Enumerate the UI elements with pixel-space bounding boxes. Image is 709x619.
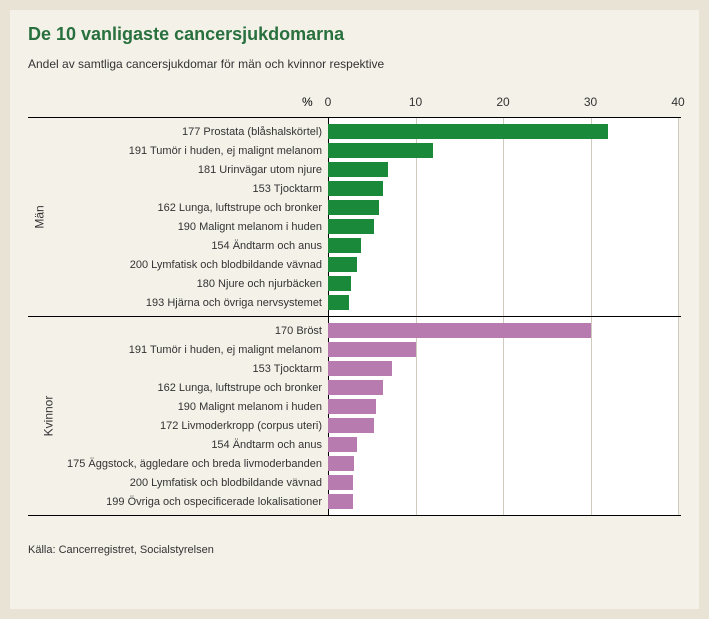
bar [328,380,383,395]
bar-zone [328,274,681,293]
bar-label: 153 Tjocktarm [28,183,328,195]
chart-body: Män 177 Prostata (blåshalskörtel) 191 Tumö… [28,117,681,516]
bar-label: 177 Prostata (blåshalskörtel) [28,126,328,138]
bar-row: 162 Lunga, luftstrupe och bronker [28,198,681,217]
bar [328,181,383,196]
group-kvinnor: Kvinnor 170 Bröst 191 Tumör i huden, ej ma… [28,316,681,516]
bar [328,494,353,509]
bar-row: 181 Urinvägar utom njure [28,160,681,179]
group-män: Män 177 Prostata (blåshalskörtel) 191 Tumö… [28,117,681,316]
bar-zone [328,454,681,473]
bar-zone [328,293,681,312]
bar-zone [328,340,681,359]
bar-label: 200 Lymfatisk och blodbildande vävnad [28,477,328,489]
bar-row: 199 Övriga och ospecificerade lokalisati… [28,492,681,511]
bar [328,200,379,215]
bar-label: 193 Hjärna och övriga nervsystemet [28,297,328,309]
bar [328,323,591,338]
bar-label: 180 Njure och njurbäcken [28,278,328,290]
bar-label: 153 Tjocktarm [28,363,328,375]
bar [328,219,374,234]
bar [328,456,354,471]
bar-label: 191 Tumör i huden, ej malignt melanom [28,145,328,157]
bar-zone [328,236,681,255]
bar-label: 181 Urinvägar utom njure [28,164,328,176]
bar [328,475,353,490]
bar-row: 162 Lunga, luftstrupe och bronker [28,378,681,397]
bar [328,361,392,376]
x-tick-label: 10 [409,95,422,109]
bar-row: 180 Njure och njurbäcken [28,274,681,293]
bar-label: 154 Ändtarm och anus [28,240,328,252]
bar-zone [328,179,681,198]
bar-row: 191 Tumör i huden, ej malignt melanom [28,141,681,160]
bar-label: 190 Malignt melanom i huden [28,401,328,413]
bar-row: 190 Malignt melanom i huden [28,217,681,236]
x-axis: % 0 10 20 30 40 [28,95,681,113]
bar-row: 153 Tjocktarm [28,359,681,378]
bar-row: 191 Tumör i huden, ej malignt melanom [28,340,681,359]
bar [328,399,376,414]
x-tick-label: 0 [325,95,332,109]
bar-label: 175 Äggstock, äggledare och breda livmod… [28,458,328,470]
bar-zone [328,122,681,141]
bar-zone [328,378,681,397]
bar-label: 190 Malignt melanom i huden [28,221,328,233]
bar-row: 193 Hjärna och övriga nervsystemet [28,293,681,312]
x-tick-label: 30 [584,95,597,109]
x-tick-label: 20 [496,95,509,109]
bar-label: 162 Lunga, luftstrupe och bronker [28,382,328,394]
chart-panel: De 10 vanligaste cancersjukdomarna Andel… [10,10,699,609]
bar [328,276,351,291]
x-tick-label: 40 [671,95,684,109]
bar-zone [328,321,681,340]
bar-label: 162 Lunga, luftstrupe och bronker [28,202,328,214]
bar-row: 200 Lymfatisk och blodbildande vävnad [28,255,681,274]
bar-row: 154 Ändtarm och anus [28,236,681,255]
bar-row: 154 Ändtarm och anus [28,435,681,454]
bar-label: 200 Lymfatisk och blodbildande vävnad [28,259,328,271]
chart-title: De 10 vanligaste cancersjukdomarna [28,24,681,45]
bar-row: 170 Bröst [28,321,681,340]
bar-zone [328,160,681,179]
bar-row: 190 Malignt melanom i huden [28,397,681,416]
percent-symbol: % [302,95,313,109]
bar [328,342,416,357]
group-label: Kvinnor [41,396,55,437]
bar [328,295,349,310]
bar-label: 154 Ändtarm och anus [28,439,328,451]
bar-zone [328,435,681,454]
bar [328,162,388,177]
bar-row: 172 Livmoderkropp (corpus uteri) [28,416,681,435]
bar-label: 199 Övriga och ospecificerade lokalisati… [28,496,328,508]
bar-row: 200 Lymfatisk och blodbildande vävnad [28,473,681,492]
bar-zone [328,198,681,217]
bar-zone [328,217,681,236]
group-label: Män [33,205,47,228]
bar-zone [328,492,681,511]
bar [328,257,357,272]
bar-row: 177 Prostata (blåshalskörtel) [28,122,681,141]
bar-label: 170 Bröst [28,325,328,337]
bar-label: 172 Livmoderkropp (corpus uteri) [28,420,328,432]
bar-zone [328,359,681,378]
bar [328,124,608,139]
bar-zone [328,473,681,492]
bar [328,437,357,452]
bar-zone [328,397,681,416]
bar-row: 175 Äggstock, äggledare och breda livmod… [28,454,681,473]
bar-row: 153 Tjocktarm [28,179,681,198]
outer-frame: De 10 vanligaste cancersjukdomarna Andel… [0,0,709,619]
bar-zone [328,141,681,160]
chart-subtitle: Andel av samtliga cancersjukdomar för mä… [28,57,681,71]
source-text: Källa: Cancerregistret, Socialstyrelsen [28,544,681,556]
bar-zone [328,416,681,435]
bar [328,418,374,433]
bar [328,143,433,158]
bar-label: 191 Tumör i huden, ej malignt melanom [28,344,328,356]
bar [328,238,361,253]
bar-zone [328,255,681,274]
